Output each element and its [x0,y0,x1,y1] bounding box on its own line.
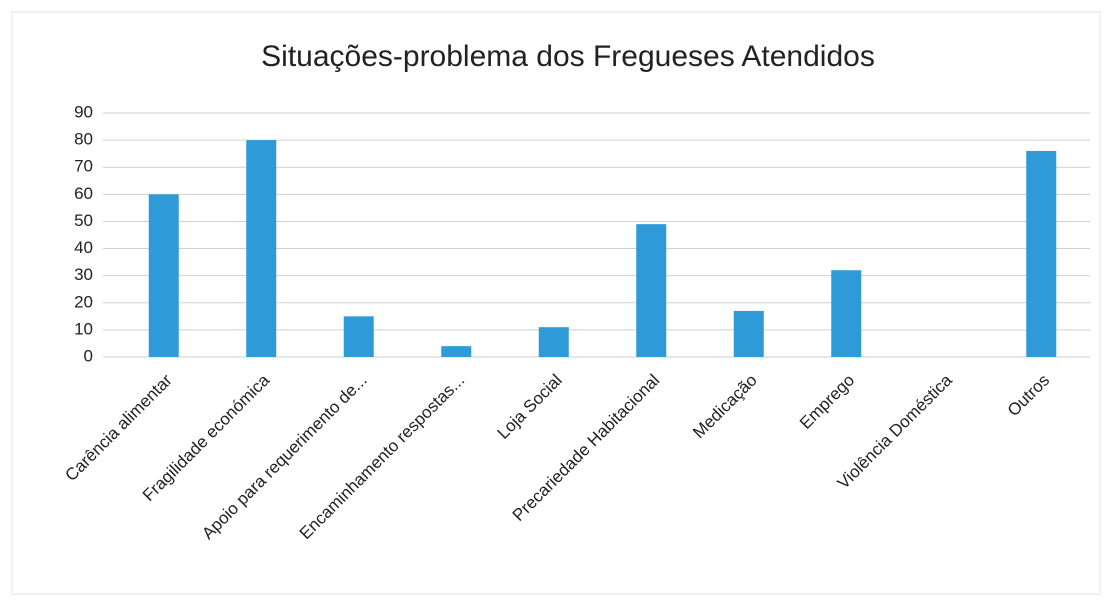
bar [343,316,374,357]
y-tick-label: 60 [74,184,93,203]
bar [538,327,569,357]
y-tick-label: 20 [74,292,93,311]
y-tick-label: 30 [74,265,93,284]
x-tick-label: Medicação [689,371,761,443]
bar [246,140,277,357]
bar [733,310,764,357]
chart-frame [11,11,1101,595]
bar [441,346,472,357]
x-tick-label: Apoio para requerimento de... [198,371,370,543]
bar [831,270,862,357]
bar [636,224,667,357]
y-tick-label: 50 [74,211,93,230]
bar [1026,150,1057,357]
y-tick-label: 80 [74,130,93,149]
y-tick-label: 0 [84,346,93,365]
y-tick-label: 40 [74,238,93,257]
y-tick-label: 90 [74,102,93,121]
y-tick-label: 70 [74,157,93,176]
x-tick-label: Carência alimentar [61,370,176,485]
x-tick-label: Emprego [796,371,858,433]
x-tick-label: Outros [1004,371,1054,421]
y-tick-label: 10 [74,319,93,338]
x-tick-label: Loja Social [494,371,566,443]
x-tick-label: Encaminhamento respostas... [296,371,468,543]
bar [148,194,179,357]
chart-title: Situações-problema dos Fregueses Atendid… [261,40,875,73]
